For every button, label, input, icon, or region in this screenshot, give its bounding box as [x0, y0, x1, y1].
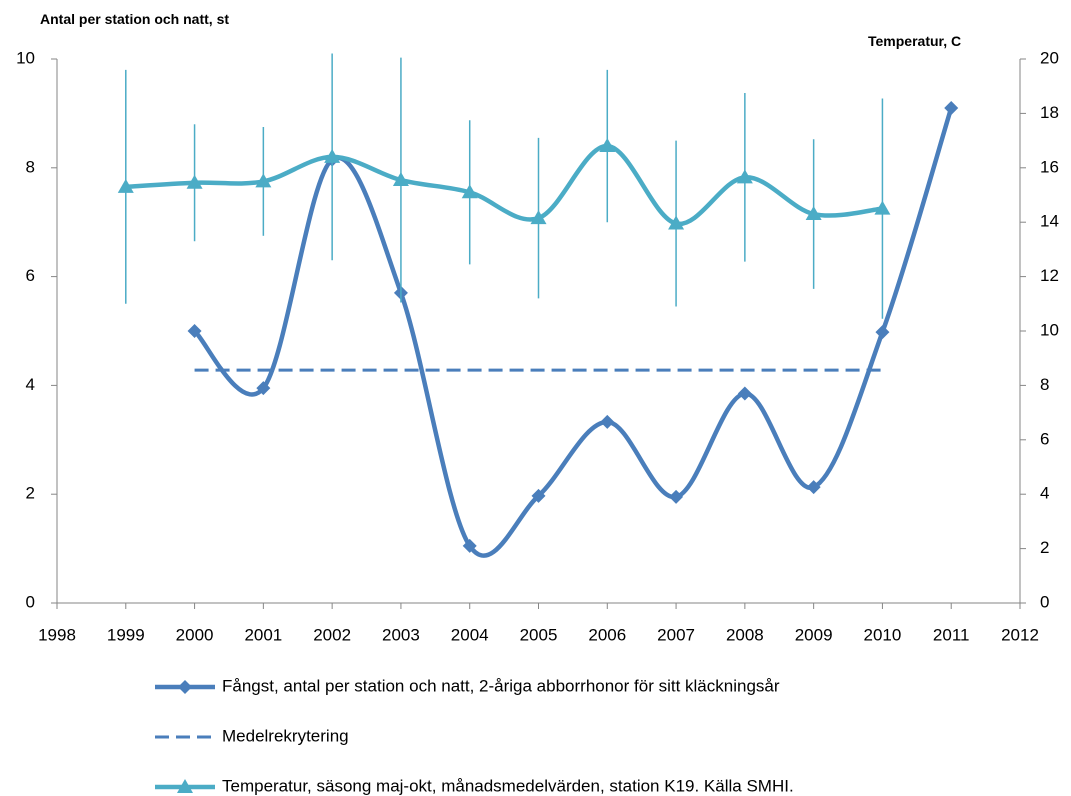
y-tick-label: 8	[26, 157, 35, 176]
triangle-marker	[736, 169, 753, 184]
x-tick-label: 2004	[451, 625, 489, 644]
legend-label: Medelrekrytering	[222, 726, 349, 745]
triangle-marker	[461, 184, 478, 199]
diamond-marker	[256, 381, 271, 396]
x-tick-label: 2012	[1001, 625, 1039, 644]
y2-tick-label: 12	[1040, 266, 1059, 285]
x-tick-label: 2007	[657, 625, 695, 644]
triangle-marker	[117, 178, 134, 193]
legend-marker	[177, 779, 193, 793]
y2-tick-label: 8	[1040, 375, 1049, 394]
legend-label: Fångst, antal per station och natt, 2-år…	[222, 676, 780, 695]
diamond-marker	[462, 538, 477, 553]
x-tick-label: 2006	[588, 625, 626, 644]
x-tick-label: 2001	[244, 625, 282, 644]
diamond-marker	[875, 325, 890, 340]
diamond-marker	[531, 488, 546, 503]
y2-tick-label: 10	[1040, 320, 1059, 339]
triangle-marker	[805, 206, 822, 221]
y-axis-title: Antal per station och natt, st	[40, 11, 230, 27]
diamond-marker	[600, 414, 615, 429]
y2-tick-label: 18	[1040, 103, 1059, 122]
legend-label: Temperatur, säsong maj-okt, månadsmedelv…	[222, 776, 794, 795]
series-line	[125, 143, 883, 226]
x-tick-label: 2009	[795, 625, 833, 644]
y2-tick-label: 16	[1040, 157, 1059, 176]
series-line	[192, 107, 954, 558]
y-tick-label: 4	[26, 375, 35, 394]
triangle-marker	[392, 172, 409, 187]
y-tick-label: 0	[26, 592, 35, 611]
x-tick-label: 2000	[176, 625, 214, 644]
x-tick-label: 2008	[726, 625, 764, 644]
y2-tick-label: 14	[1040, 212, 1059, 231]
diamond-marker	[187, 324, 202, 338]
x-tick-label: 2011	[933, 625, 970, 644]
diamond-marker	[944, 100, 959, 115]
y2-tick-label: 20	[1040, 48, 1059, 67]
x-tick-label: 2005	[520, 625, 558, 644]
diamond-marker	[737, 386, 752, 401]
triangle-marker	[530, 210, 547, 225]
y2-tick-label: 2	[1040, 538, 1049, 557]
x-tick-label: 2003	[382, 625, 420, 644]
y-tick-label: 2	[26, 484, 35, 503]
y2-axis-title: Temperatur, C	[868, 33, 962, 49]
y-tick-label: 10	[16, 48, 35, 67]
y-tick-label: 6	[26, 266, 35, 285]
diamond-marker	[669, 489, 684, 504]
x-tick-label: 1998	[38, 625, 76, 644]
triangle-marker	[186, 174, 203, 189]
legend-marker	[178, 680, 192, 694]
y2-tick-label: 4	[1040, 484, 1049, 503]
y2-tick-label: 6	[1040, 429, 1049, 448]
triangle-marker	[874, 200, 891, 215]
y2-tick-label: 0	[1040, 592, 1049, 611]
triangle-marker	[599, 138, 616, 153]
diamond-marker	[806, 480, 821, 495]
triangle-marker	[324, 148, 341, 163]
x-tick-label: 2010	[864, 625, 902, 644]
triangle-marker	[668, 215, 685, 230]
x-tick-label: 2002	[313, 625, 351, 644]
triangle-marker	[255, 173, 272, 188]
x-tick-label: 1999	[107, 625, 145, 644]
